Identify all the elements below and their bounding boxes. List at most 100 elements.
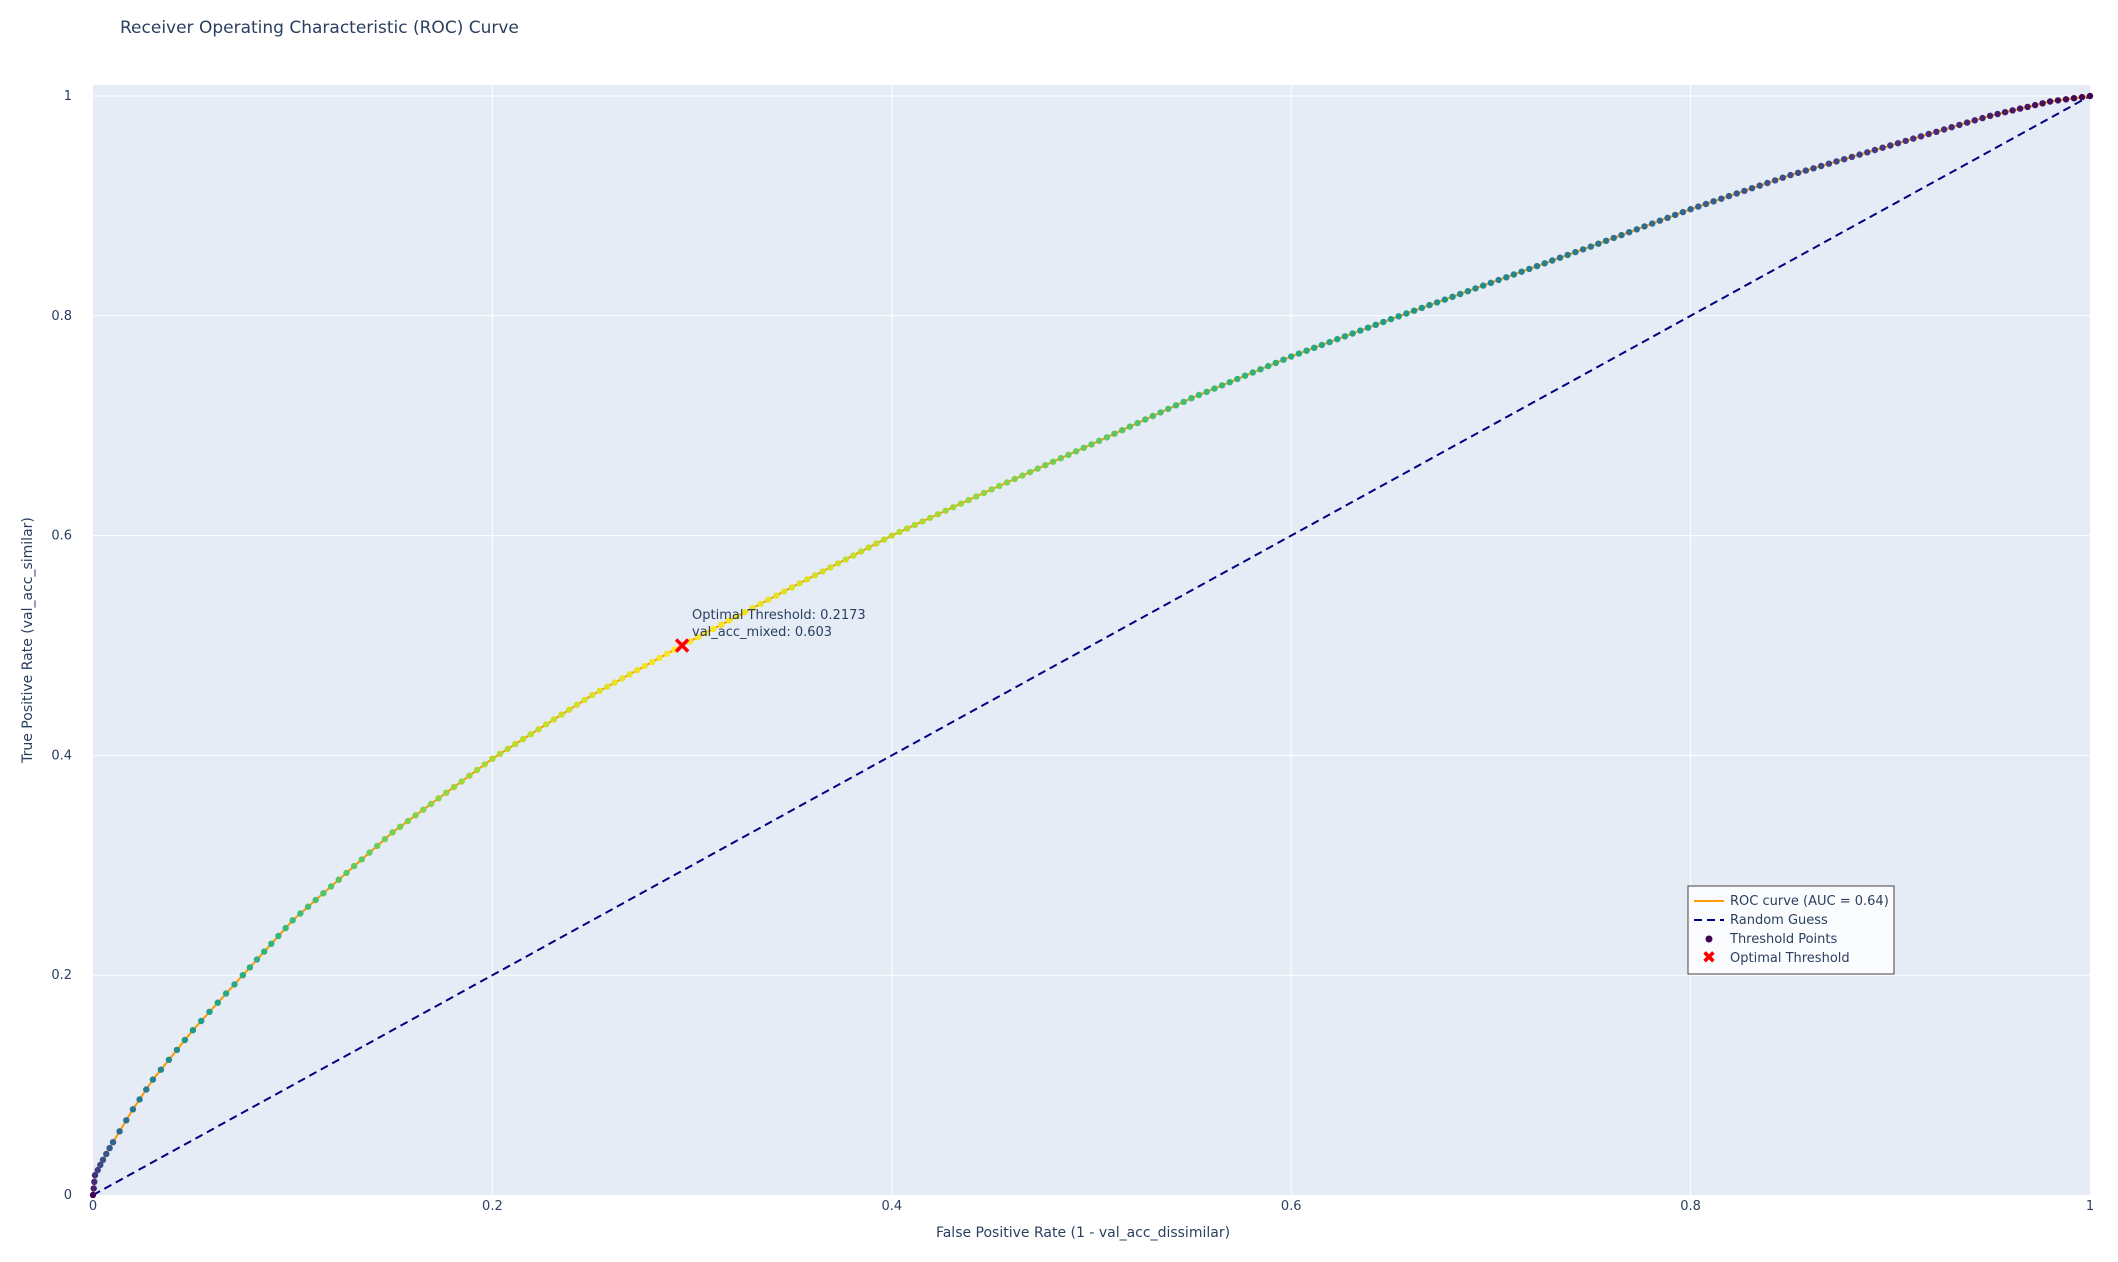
threshold-point <box>1679 208 1687 216</box>
threshold-point <box>834 560 842 567</box>
threshold-point <box>335 876 342 883</box>
threshold-point <box>1779 174 1787 181</box>
threshold-point <box>1948 124 1955 131</box>
threshold-point <box>686 638 694 645</box>
threshold-point <box>90 1185 97 1192</box>
threshold-point <box>1065 451 1072 458</box>
threshold-point <box>1441 296 1449 303</box>
threshold-point <box>1057 455 1065 462</box>
threshold-point <box>1833 158 1840 165</box>
threshold-point <box>1802 167 1810 174</box>
threshold-point <box>1019 472 1026 479</box>
threshold-point <box>957 500 965 507</box>
threshold-point <box>1963 119 1971 126</box>
threshold-point <box>927 514 934 521</box>
threshold-point <box>268 940 275 947</box>
threshold-point <box>427 800 435 808</box>
threshold-point <box>1395 313 1402 320</box>
y-tick-label: 1 <box>64 89 72 104</box>
threshold-point <box>780 588 788 595</box>
optimal-threshold-annotation: Optimal Threshold: 0.2173 val_acc_mixed:… <box>692 608 866 640</box>
threshold-point <box>1165 405 1172 413</box>
threshold-point <box>1902 137 1909 145</box>
threshold-point <box>404 817 412 825</box>
threshold-point <box>512 740 519 748</box>
plot-area <box>93 85 2090 1195</box>
threshold-point <box>116 1128 123 1135</box>
threshold-point <box>1810 165 1817 172</box>
threshold-point <box>904 525 911 532</box>
threshold-point <box>527 731 534 738</box>
threshold-point <box>1986 112 1994 120</box>
threshold-point <box>1487 279 1495 286</box>
threshold-point <box>749 604 756 612</box>
threshold-point <box>880 536 888 543</box>
threshold-point <box>496 750 504 757</box>
optimal-threshold-marker <box>674 638 690 653</box>
threshold-point <box>504 745 511 753</box>
threshold-point <box>374 842 381 850</box>
threshold-point <box>1234 375 1241 383</box>
threshold-point <box>1241 372 1249 379</box>
threshold-point <box>965 496 972 504</box>
threshold-point <box>1533 262 1541 270</box>
threshold-point <box>1818 162 1825 170</box>
threshold-point <box>129 1106 137 1113</box>
threshold-point <box>656 654 663 662</box>
threshold-point <box>1894 140 1902 147</box>
threshold-point <box>1380 318 1387 326</box>
roc-curve-line <box>92 95 2091 1196</box>
threshold-point <box>198 1017 205 1025</box>
threshold-point <box>1518 268 1525 275</box>
x-axis-title: False Positive Rate (1 - val_acc_dissimi… <box>936 1225 1230 1241</box>
threshold-point <box>1088 441 1095 448</box>
threshold-point <box>558 711 565 718</box>
threshold-point <box>239 972 246 979</box>
threshold-point <box>91 1172 99 1179</box>
threshold-point <box>304 903 312 910</box>
threshold-point <box>1579 246 1587 253</box>
threshold-point <box>804 576 811 583</box>
threshold-point <box>888 532 895 539</box>
threshold-point <box>663 650 671 657</box>
threshold-point <box>1841 156 1848 163</box>
threshold-point <box>1602 237 1610 244</box>
threshold-point <box>589 691 596 699</box>
threshold-point <box>1211 385 1218 392</box>
threshold-point <box>1272 359 1280 367</box>
threshold-point <box>1887 142 1894 149</box>
threshold-point <box>443 789 450 796</box>
threshold-point <box>1748 185 1756 192</box>
threshold-point <box>275 932 282 940</box>
threshold-point <box>573 701 581 708</box>
threshold-point <box>2070 95 2078 102</box>
threshold-point <box>1096 437 1103 444</box>
threshold-point <box>103 1150 110 1158</box>
threshold-point <box>1656 217 1664 224</box>
threshold-point <box>289 917 296 924</box>
threshold-point <box>1933 128 1940 135</box>
y-tick-label: 0.2 <box>51 968 72 983</box>
threshold-point <box>2001 109 2009 116</box>
threshold-point <box>619 675 626 682</box>
threshold-point <box>435 795 442 802</box>
threshold-point <box>1049 458 1057 465</box>
x-axis-ticks: 0 0.2 0.4 0.6 0.8 1 <box>89 1199 2094 1214</box>
threshold-point <box>157 1066 165 1073</box>
threshold-point <box>1103 434 1111 441</box>
threshold-point <box>1649 220 1656 227</box>
threshold-point <box>626 671 633 678</box>
threshold-point <box>934 511 942 518</box>
threshold-point <box>857 548 865 555</box>
threshold-point <box>350 862 358 870</box>
series-layer <box>89 92 2094 1199</box>
threshold-point <box>811 572 819 579</box>
threshold-point <box>1134 419 1141 427</box>
threshold-point <box>1119 427 1126 434</box>
threshold-point <box>1718 195 1725 202</box>
threshold-point <box>718 621 725 628</box>
threshold-point <box>1218 382 1226 389</box>
threshold-point <box>1741 187 1748 195</box>
y-axis-title: True Positive Rate (val_acc_similar) <box>20 517 36 764</box>
legend-roc-label: ROC curve (AUC = 0.64) <box>1730 894 1889 909</box>
